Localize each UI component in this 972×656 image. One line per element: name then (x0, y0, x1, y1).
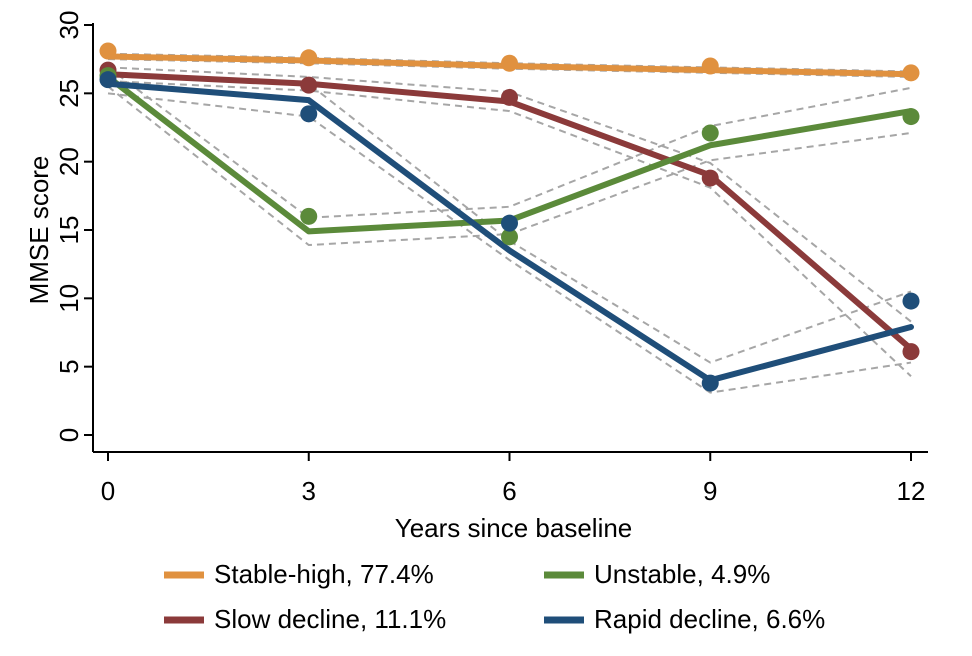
data-point-series-3 (300, 105, 318, 123)
x-tick-label: 9 (703, 476, 717, 506)
y-tick-label: 15 (54, 216, 84, 245)
data-point-series-0 (902, 64, 920, 82)
data-point-series-0 (701, 57, 719, 75)
series-line-1 (105, 71, 914, 352)
ci-band-lower-series-3 (107, 92, 912, 394)
y-ticks: 0 5 10 15 20 25 30 (54, 11, 93, 442)
x-tick-label: 3 (302, 476, 316, 506)
y-tick-label: 25 (54, 79, 84, 108)
x-tick-label: 0 (101, 476, 115, 506)
data-point-series-1 (501, 88, 518, 106)
data-point-series-2 (902, 108, 920, 126)
series-line-3 (105, 80, 914, 384)
data-point-series-1 (300, 76, 318, 94)
legend-label: Slow decline, 11.1% (214, 604, 446, 634)
legend-label: Stable-high, 77.4% (214, 559, 434, 589)
observed-points (99, 42, 920, 392)
legend-label: Unstable, 4.9% (594, 559, 770, 589)
data-point-series-1 (902, 343, 920, 361)
y-tick-label: 0 (54, 428, 84, 442)
data-point-series-0 (300, 49, 318, 67)
ci-band-upper-series-2 (107, 66, 912, 219)
data-point-series-1 (701, 169, 719, 187)
x-ticks: 0 3 6 9 12 (101, 452, 926, 506)
axes: 0 5 10 15 20 25 30 0 3 6 9 12 MMSE score Years sin… (24, 11, 928, 543)
data-point-series-3 (501, 214, 518, 232)
data-point-series-3 (99, 71, 117, 89)
ci-band-lower-series-1 (107, 80, 912, 377)
data-point-series-0 (501, 54, 518, 72)
data-point-series-0 (99, 42, 117, 60)
y-tick-label: 20 (54, 147, 84, 176)
data-point-series-3 (902, 292, 920, 310)
legend: Stable-high, 77.4% Slow decline, 11.1% Uns… (164, 559, 825, 634)
x-tick-label: 12 (897, 476, 926, 506)
data-point-series-3 (701, 374, 719, 392)
y-tick-label: 10 (54, 284, 84, 313)
legend-label: Rapid decline, 6.6% (594, 604, 825, 634)
y-tick-label: 30 (54, 11, 84, 40)
data-point-series-2 (300, 207, 318, 225)
y-tick-label: 5 (54, 359, 84, 373)
y-axis-title: MMSE score (24, 156, 54, 305)
data-point-series-2 (501, 228, 518, 246)
data-point-series-2 (701, 124, 719, 142)
x-tick-label: 6 (502, 476, 516, 506)
x-axis-title: Years since baseline (395, 513, 633, 543)
